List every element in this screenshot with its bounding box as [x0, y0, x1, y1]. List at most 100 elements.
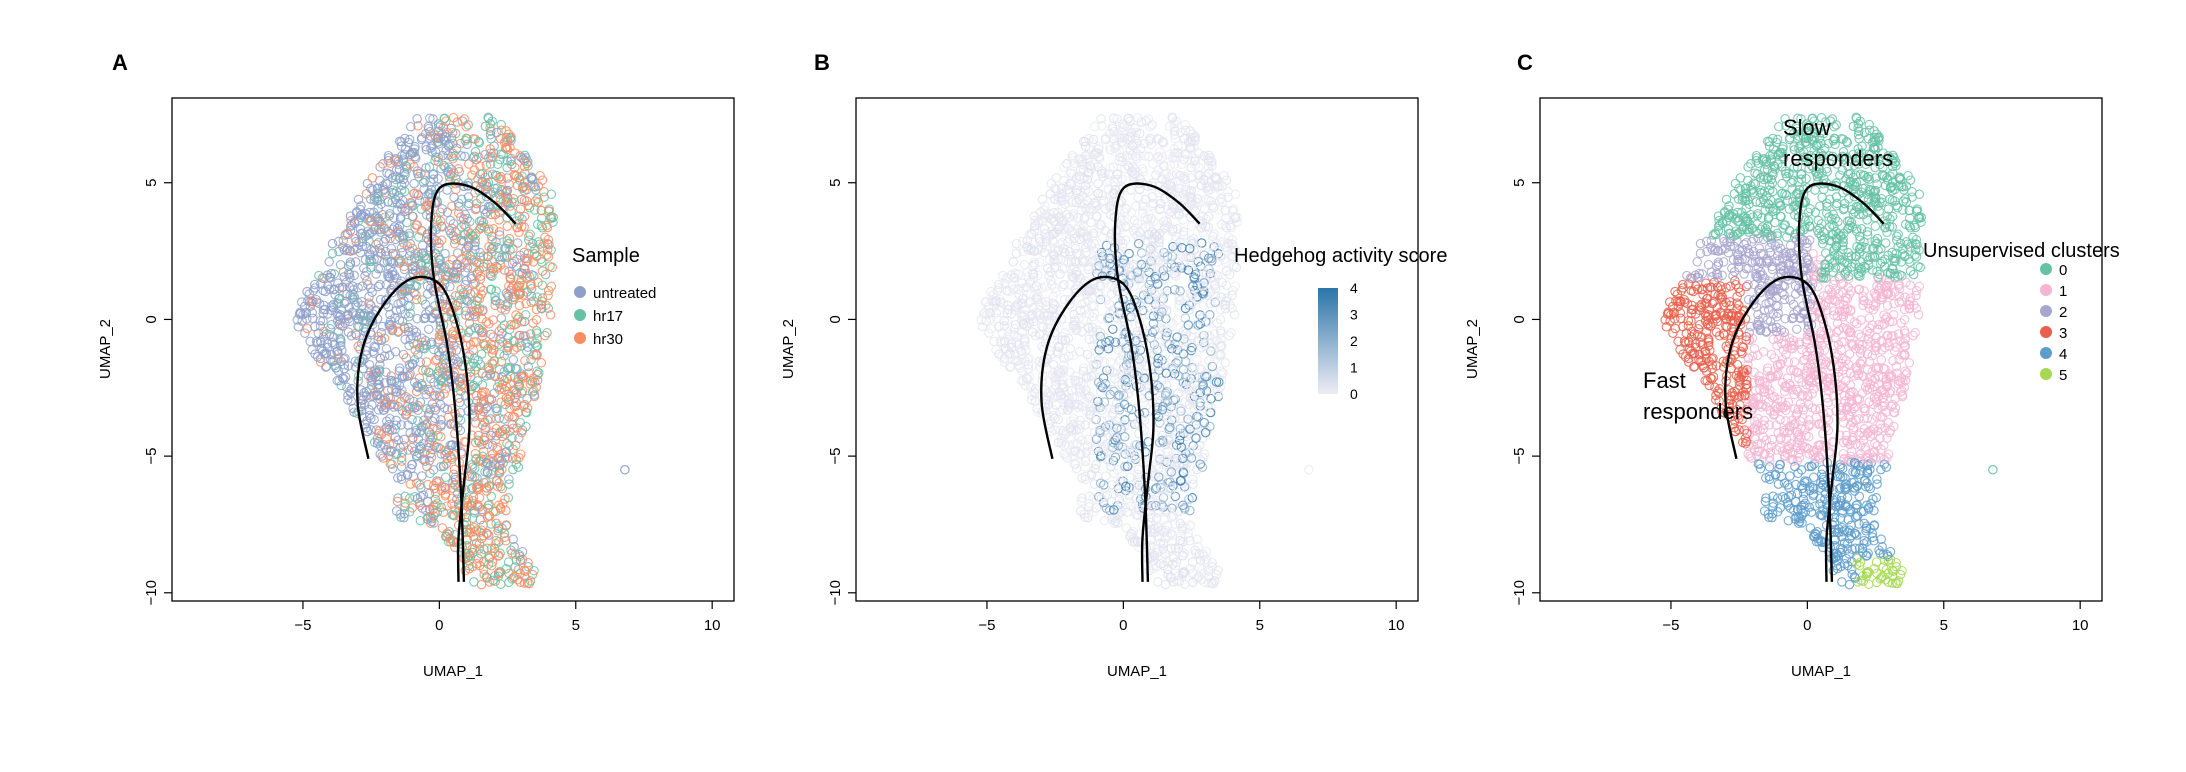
- data-point: [334, 283, 345, 293]
- data-point: [355, 228, 366, 239]
- data-point: [456, 284, 466, 295]
- data-point: [516, 221, 527, 232]
- data-point: [510, 148, 520, 158]
- data-point: [466, 306, 477, 316]
- data-point: [518, 371, 529, 381]
- data-point: [514, 227, 524, 238]
- legend-swatch-hr17: [574, 309, 586, 321]
- data-point: [531, 314, 542, 325]
- data-point: [321, 348, 332, 359]
- x-tick-label: 5: [1256, 617, 1264, 634]
- data-point: [469, 151, 480, 162]
- data-point: [448, 272, 458, 283]
- data-point: [416, 260, 427, 271]
- data-point: [493, 159, 503, 170]
- data-point: [424, 437, 435, 448]
- data-point: [1154, 418, 1165, 428]
- legend-title-a: Sample: [572, 245, 640, 267]
- data-point: [455, 138, 466, 149]
- data-point: [501, 536, 511, 546]
- data-point: [422, 289, 433, 299]
- data-point: [1155, 390, 1166, 401]
- data-point: [407, 460, 417, 470]
- data-point: [425, 188, 435, 199]
- data-point: [481, 458, 492, 468]
- data-point: [400, 498, 410, 508]
- data-point: [467, 472, 478, 482]
- data-point: [447, 499, 457, 509]
- data-point: [311, 336, 322, 347]
- data-point: [475, 359, 486, 369]
- data-point: [381, 343, 392, 354]
- data-point: [441, 459, 451, 469]
- x-tick-label: −5: [978, 617, 995, 634]
- data-point: [320, 286, 331, 297]
- data-point: [498, 149, 508, 160]
- data-point: [504, 479, 514, 489]
- data-point: [404, 340, 414, 351]
- colorbar-tick-label: 0: [1350, 386, 1358, 402]
- colorbar-tick-label: 2: [1350, 333, 1358, 349]
- data-point: [502, 185, 513, 196]
- data-point: [342, 244, 353, 254]
- data-point: [514, 300, 525, 311]
- data-point: [406, 121, 416, 132]
- data-point: [522, 196, 532, 206]
- legend-title-b: Hedgehog activity score: [1234, 245, 1447, 267]
- data-point: [396, 180, 407, 191]
- data-point: [454, 377, 465, 387]
- data-point: [494, 478, 504, 488]
- data-point: [463, 327, 474, 338]
- data-point: [481, 317, 492, 327]
- data-point: [1212, 318, 1222, 328]
- data-point: [393, 190, 404, 201]
- data-point: [1181, 328, 1191, 339]
- data-point: [387, 323, 398, 333]
- data-point: [545, 213, 556, 223]
- data-point: [325, 324, 335, 334]
- data-point: [391, 420, 401, 430]
- data-point: [494, 537, 504, 547]
- data-point: [481, 528, 492, 538]
- data-point: [1069, 413, 1079, 424]
- data-point: [509, 542, 519, 552]
- data-point: [1126, 185, 1136, 195]
- data-point: [435, 399, 446, 410]
- y-tick-label: 5: [827, 179, 844, 187]
- data-point: [1133, 192, 1143, 203]
- data-point: [467, 482, 478, 493]
- data-point: [372, 254, 382, 265]
- data-point: [399, 261, 409, 272]
- data-point: [491, 414, 501, 424]
- data-point: [366, 376, 376, 386]
- data-point: [504, 411, 514, 422]
- data-point: [402, 371, 413, 382]
- data-point: [529, 390, 540, 400]
- data-point: [493, 567, 504, 578]
- data-point: [502, 453, 513, 463]
- data-point: [421, 142, 431, 152]
- scatter-points-b: [976, 112, 1314, 590]
- data-point: [456, 381, 466, 391]
- data-point: [453, 273, 463, 283]
- data-point: [481, 422, 491, 433]
- data-point: [515, 555, 526, 566]
- y-tick-label: −10: [827, 580, 844, 605]
- data-point: [379, 440, 389, 450]
- data-point: [358, 363, 369, 374]
- data-point: [442, 185, 452, 195]
- data-point: [390, 312, 400, 323]
- data-point: [327, 337, 337, 348]
- data-point: [318, 316, 328, 326]
- data-point: [483, 500, 494, 511]
- data-point: [1088, 340, 1098, 351]
- data-point: [463, 200, 474, 211]
- data-point: [1097, 121, 1107, 131]
- data-point: [486, 519, 496, 529]
- data-point: [984, 328, 994, 338]
- data-point: [330, 289, 340, 300]
- data-point: [490, 435, 501, 446]
- data-point: [516, 152, 526, 163]
- data-point: [533, 277, 543, 288]
- data-point: [523, 361, 534, 372]
